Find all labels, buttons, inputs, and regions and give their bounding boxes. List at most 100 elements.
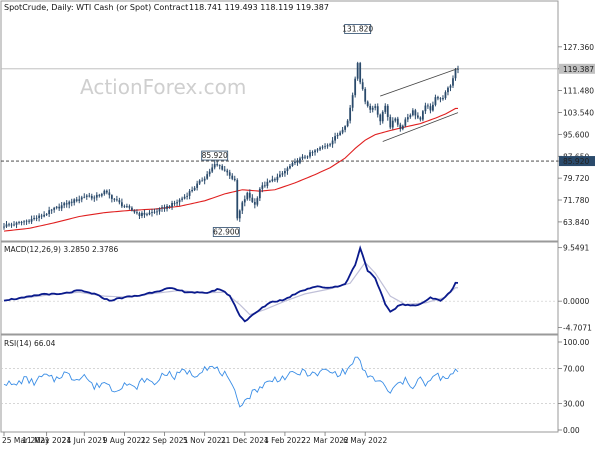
candle-body	[376, 106, 379, 115]
candle-body	[309, 152, 311, 157]
candle-body	[208, 171, 211, 175]
candle-body	[90, 195, 93, 199]
candle-body	[136, 212, 138, 214]
candle-body	[266, 181, 269, 186]
candle-body	[98, 194, 101, 196]
rsi-title: RSI(14) 66.04	[4, 339, 56, 348]
candle-body	[334, 136, 336, 141]
candle-body	[409, 115, 412, 118]
x-tick-label: 9 Aug 2021	[103, 436, 146, 445]
candle-body	[148, 212, 151, 215]
candle-body	[201, 180, 204, 182]
candle-body	[304, 156, 306, 158]
candle-body	[439, 98, 442, 100]
candle-body	[248, 192, 251, 198]
candle-body	[40, 215, 43, 217]
candle-body	[359, 63, 362, 83]
candle-body	[193, 187, 196, 190]
candle-body	[213, 164, 216, 168]
candle-body	[48, 210, 51, 215]
candle-body	[108, 192, 111, 196]
candle-body	[33, 218, 35, 219]
candle-body	[391, 120, 394, 128]
candle-body	[386, 105, 389, 117]
candle-body	[113, 198, 116, 200]
candle-body	[198, 180, 201, 184]
candle-body	[291, 163, 294, 166]
candle-body	[65, 203, 68, 205]
candle-body	[341, 129, 344, 133]
candle-body	[181, 198, 183, 200]
candle-body	[396, 118, 399, 125]
candle-body	[55, 206, 58, 208]
x-tick-label: 11 May 2021	[22, 436, 71, 445]
price-overlay-layer: 131.820 85.920 62.900	[201, 24, 459, 237]
candle-body	[118, 200, 121, 203]
candle-body	[429, 106, 432, 111]
macd-y-label: 9.5491	[563, 244, 589, 253]
candle-body	[3, 226, 5, 228]
x-tick-label: 22 Mar 2022	[301, 436, 349, 445]
rsi-y-label: 70.00	[563, 364, 585, 373]
candle-body	[206, 174, 209, 179]
macd-signal-line	[3, 261, 458, 316]
candle-body	[414, 110, 417, 116]
candle-body	[381, 111, 384, 122]
candle-body	[344, 126, 347, 130]
annotation-box	[212, 227, 240, 237]
candle-body	[95, 194, 98, 198]
candle-body	[331, 140, 334, 145]
macd-y-label: 0.0000	[563, 297, 589, 306]
candle-body	[93, 197, 96, 199]
candle-body	[8, 224, 10, 226]
candle-body	[143, 212, 146, 215]
price-y-badge	[559, 63, 595, 74]
candle-body	[364, 89, 367, 102]
candle-body	[442, 98, 444, 100]
macd-panel-frame	[0, 241, 559, 335]
candle-body	[384, 105, 387, 112]
macd-line	[3, 245, 459, 323]
candle-body	[30, 218, 33, 222]
candle-body	[246, 192, 249, 200]
rsi-layer	[1, 356, 558, 408]
candle-body	[366, 101, 369, 106]
candle-body	[432, 104, 434, 111]
candle-body	[218, 165, 221, 167]
candle-body	[186, 195, 189, 197]
candle-body	[311, 152, 314, 154]
candle-body	[371, 107, 374, 110]
candle-body	[85, 195, 88, 197]
rsi-panel-frame	[0, 334, 559, 433]
candle-body	[73, 199, 76, 203]
candle-body	[38, 215, 41, 218]
candle-body	[28, 220, 30, 222]
candle-body	[447, 87, 449, 93]
annotation-box	[201, 150, 229, 161]
candle-body	[256, 198, 259, 205]
candle-body	[394, 118, 397, 121]
candle-body	[221, 165, 224, 170]
candle-body	[374, 106, 377, 108]
candle-body	[43, 214, 46, 217]
candle-body	[25, 220, 28, 222]
candle-body	[196, 183, 199, 188]
candle-body	[434, 97, 437, 105]
candle-body	[75, 199, 78, 201]
candle-body	[444, 92, 447, 99]
rsi-line	[3, 356, 459, 408]
annotation-label: 131.820	[342, 25, 373, 34]
candle-body	[153, 211, 156, 213]
candle-body	[389, 116, 392, 128]
candle-body	[53, 207, 56, 210]
candle-body	[176, 202, 178, 204]
candle-body	[346, 120, 349, 127]
candle-body	[80, 197, 83, 200]
candle-body	[421, 111, 424, 120]
price-static-layer	[1, 68, 558, 162]
candle-body	[294, 161, 296, 164]
price-panel-frame	[0, 0, 559, 242]
candle-body	[263, 185, 266, 187]
candle-body	[15, 222, 18, 225]
